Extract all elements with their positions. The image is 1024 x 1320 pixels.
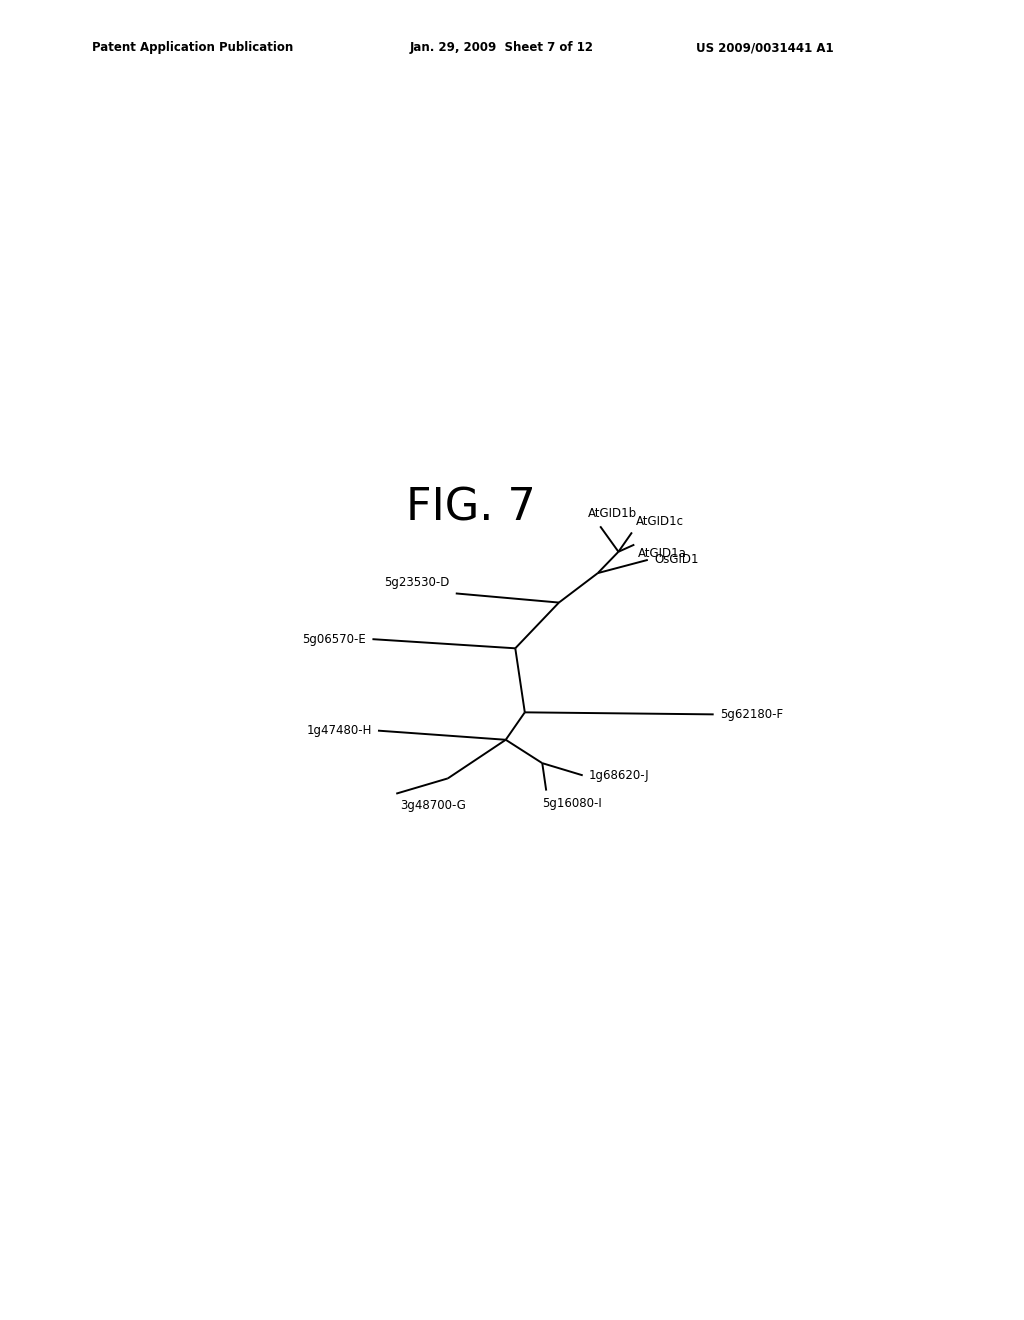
Text: AtGID1c: AtGID1c — [636, 515, 684, 528]
Text: AtGID1b: AtGID1b — [588, 507, 637, 520]
Text: 1g47480-H: 1g47480-H — [306, 725, 372, 737]
Text: Jan. 29, 2009  Sheet 7 of 12: Jan. 29, 2009 Sheet 7 of 12 — [410, 41, 594, 54]
Text: 5g62180-F: 5g62180-F — [720, 708, 783, 721]
Text: FIG. 7: FIG. 7 — [407, 487, 536, 529]
Text: OsGID1: OsGID1 — [654, 553, 698, 566]
Text: 3g48700-G: 3g48700-G — [400, 799, 466, 812]
Text: 5g23530-D: 5g23530-D — [384, 577, 450, 589]
Text: 5g06570-E: 5g06570-E — [302, 632, 367, 645]
Text: US 2009/0031441 A1: US 2009/0031441 A1 — [696, 41, 834, 54]
Text: 5g16080-I: 5g16080-I — [543, 797, 602, 809]
Text: Patent Application Publication: Patent Application Publication — [92, 41, 294, 54]
Text: 1g68620-J: 1g68620-J — [589, 768, 649, 781]
Text: AtGID1a: AtGID1a — [638, 546, 687, 560]
